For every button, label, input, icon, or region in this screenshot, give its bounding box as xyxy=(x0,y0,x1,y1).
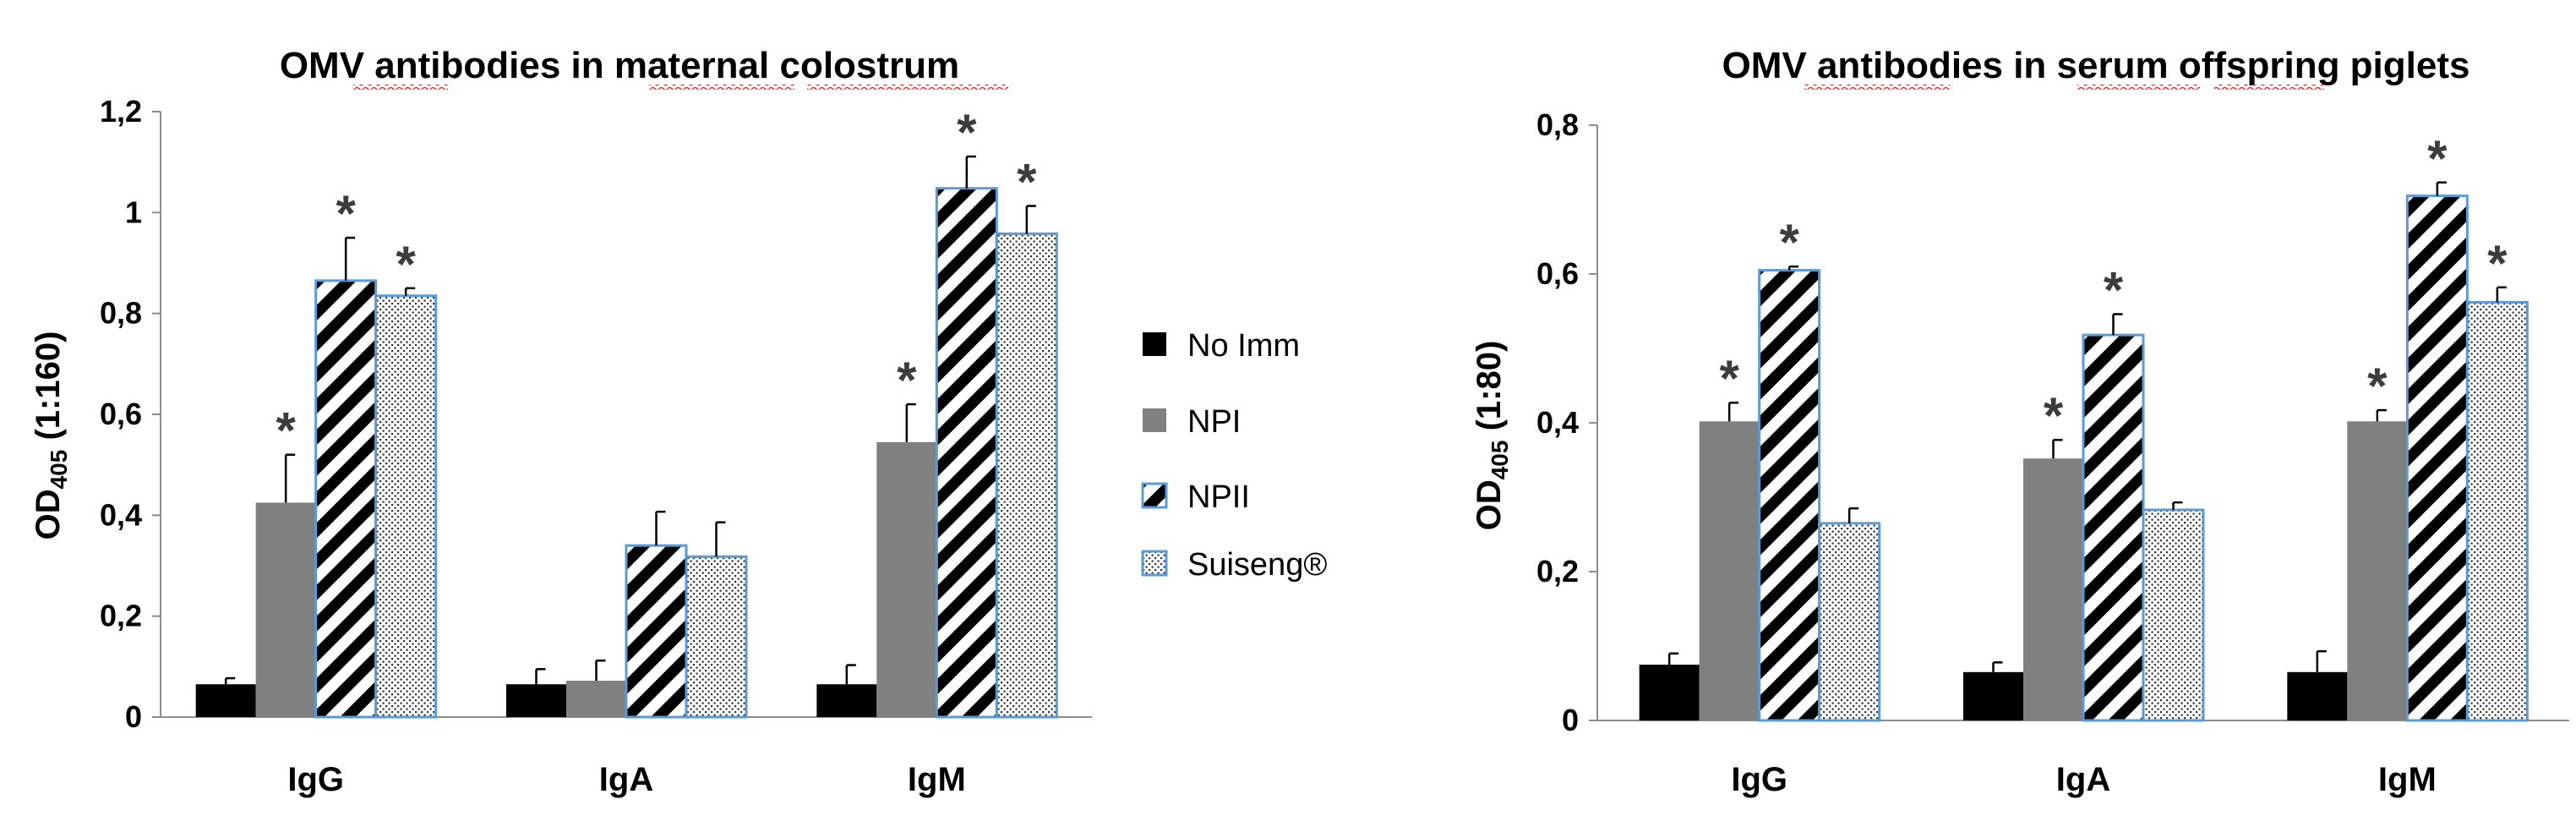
y-axis-label: OD405 (1:160) xyxy=(30,331,72,540)
bar-suiseng-igm xyxy=(995,232,1058,719)
legend-label: No Imm xyxy=(1187,328,1300,364)
legend-swatch-no-imm xyxy=(1143,332,1166,356)
spellcheck-underline xyxy=(2214,85,2324,90)
bars: * * * * * * xyxy=(195,104,1058,719)
x-axis-categories: IgG IgA IgM xyxy=(1731,761,2436,798)
y-axis-label-main: OD xyxy=(30,489,67,539)
bar-npi-iga xyxy=(566,681,626,717)
y-tick-label: 0 xyxy=(125,699,142,734)
bar-npi-igm xyxy=(2347,421,2408,720)
significance-marker: * xyxy=(276,403,296,459)
bar-no-imm-igm xyxy=(2287,671,2348,720)
significance-marker: * xyxy=(1719,350,1739,407)
bar-npii-iga xyxy=(2082,333,2145,722)
x-axis-categories: IgG IgA IgM xyxy=(287,761,965,798)
legend-item-npi: NPI xyxy=(1143,404,1241,440)
legend-item-no-imm: No Imm xyxy=(1143,328,1300,364)
bar-npi-igm xyxy=(876,441,937,717)
significance-marker: * xyxy=(897,352,917,408)
bar-npii-igm xyxy=(935,187,998,719)
significance-marker: * xyxy=(2104,262,2124,319)
legend-item-npii: NPII xyxy=(1141,479,1250,515)
significance-marker: * xyxy=(336,185,356,242)
piglet-serum-chart: OMV antibodies in serum offspring piglet… xyxy=(1471,45,2569,798)
bar-no-imm-iga xyxy=(506,684,566,717)
bar-suiseng-igg xyxy=(374,294,438,719)
y-tick-label: 0,4 xyxy=(100,497,142,532)
spellcheck-underline xyxy=(2077,85,2200,90)
bar-no-imm-iga xyxy=(1963,671,2023,720)
bar-npi-iga xyxy=(2023,458,2083,720)
y-tick-label: 0,8 xyxy=(100,296,142,331)
bar-no-imm-igg xyxy=(195,684,256,717)
spellcheck-underline xyxy=(1804,85,1950,90)
y-tick-label: 0 xyxy=(1562,703,1579,737)
legend-swatch-suiseng xyxy=(1141,550,1168,577)
y-axis-label: OD405 (1:80) xyxy=(1471,341,1513,531)
y-axis-label-sub: 405 xyxy=(46,450,72,490)
bar-suiseng-igm xyxy=(2465,300,2529,722)
y-tick-label: 0,2 xyxy=(100,599,142,633)
significance-marker: * xyxy=(2487,235,2508,292)
bars: * * * * * * * xyxy=(1639,130,2529,722)
y-axis-label-rest: (1:80) xyxy=(1471,341,1508,441)
y-tick-label: 1 xyxy=(125,194,142,229)
bar-npii-igm xyxy=(2405,194,2469,722)
bar-no-imm-igg xyxy=(1639,665,1700,720)
legend-item-suiseng: Suiseng® xyxy=(1141,547,1327,583)
legend-swatch-npii xyxy=(1141,482,1168,509)
significance-marker: * xyxy=(1017,154,1037,211)
x-category-label: IgA xyxy=(2056,761,2110,798)
significance-marker: * xyxy=(957,104,977,161)
y-tick-label: 0,2 xyxy=(1536,554,1579,589)
x-category-label: IgG xyxy=(287,761,344,798)
bar-suiseng-iga xyxy=(685,555,748,719)
y-tick-label: 0,6 xyxy=(1536,256,1579,291)
significance-marker: * xyxy=(2367,358,2388,414)
spellcheck-underline xyxy=(807,85,1008,90)
bar-suiseng-iga xyxy=(2142,508,2205,722)
bar-npi-igg xyxy=(255,502,316,717)
y-axis-label-main: OD xyxy=(1471,479,1508,530)
y-axis-label-rest: (1:160) xyxy=(30,331,67,450)
spellcheck-underline xyxy=(649,85,794,90)
legend-swatch-npi xyxy=(1143,408,1166,432)
legend-label: NPI xyxy=(1187,404,1241,440)
chart-title: OMV antibodies in maternal colostrum xyxy=(280,45,959,86)
bar-npii-igg xyxy=(1758,269,1821,722)
bar-suiseng-igg xyxy=(1818,522,1881,722)
x-category-label: IgM xyxy=(908,761,966,798)
significance-marker: * xyxy=(2044,387,2064,444)
x-category-label: IgM xyxy=(2378,761,2437,798)
y-tick-label: 0,6 xyxy=(100,397,142,431)
y-tick-label: 0,4 xyxy=(1536,405,1579,440)
y-tick-label: 1,2 xyxy=(100,94,142,129)
bar-npii-igg xyxy=(314,279,378,719)
legend-label: Suiseng® xyxy=(1187,547,1327,583)
significance-marker: * xyxy=(396,236,416,293)
legend-label: NPII xyxy=(1187,479,1250,515)
bar-no-imm-igm xyxy=(816,684,877,717)
y-tick-label: 0,8 xyxy=(1536,107,1579,142)
colostrum-chart: OMV antibodies in maternal colostrum 0 0,… xyxy=(30,45,1092,798)
x-category-label: IgG xyxy=(1731,761,1787,798)
bar-npi-igg xyxy=(1699,421,1760,720)
chart-title: OMV antibodies in serum offspring piglet… xyxy=(1722,45,2470,86)
legend: No Imm NPI NPII Suiseng® xyxy=(1141,328,1327,583)
y-axis-label-sub: 405 xyxy=(1487,441,1513,480)
bar-npii-iga xyxy=(625,544,688,719)
x-category-label: IgA xyxy=(599,761,653,798)
spellcheck-underline xyxy=(353,85,448,90)
significance-marker: * xyxy=(2427,130,2448,187)
significance-marker: * xyxy=(1779,214,1799,271)
